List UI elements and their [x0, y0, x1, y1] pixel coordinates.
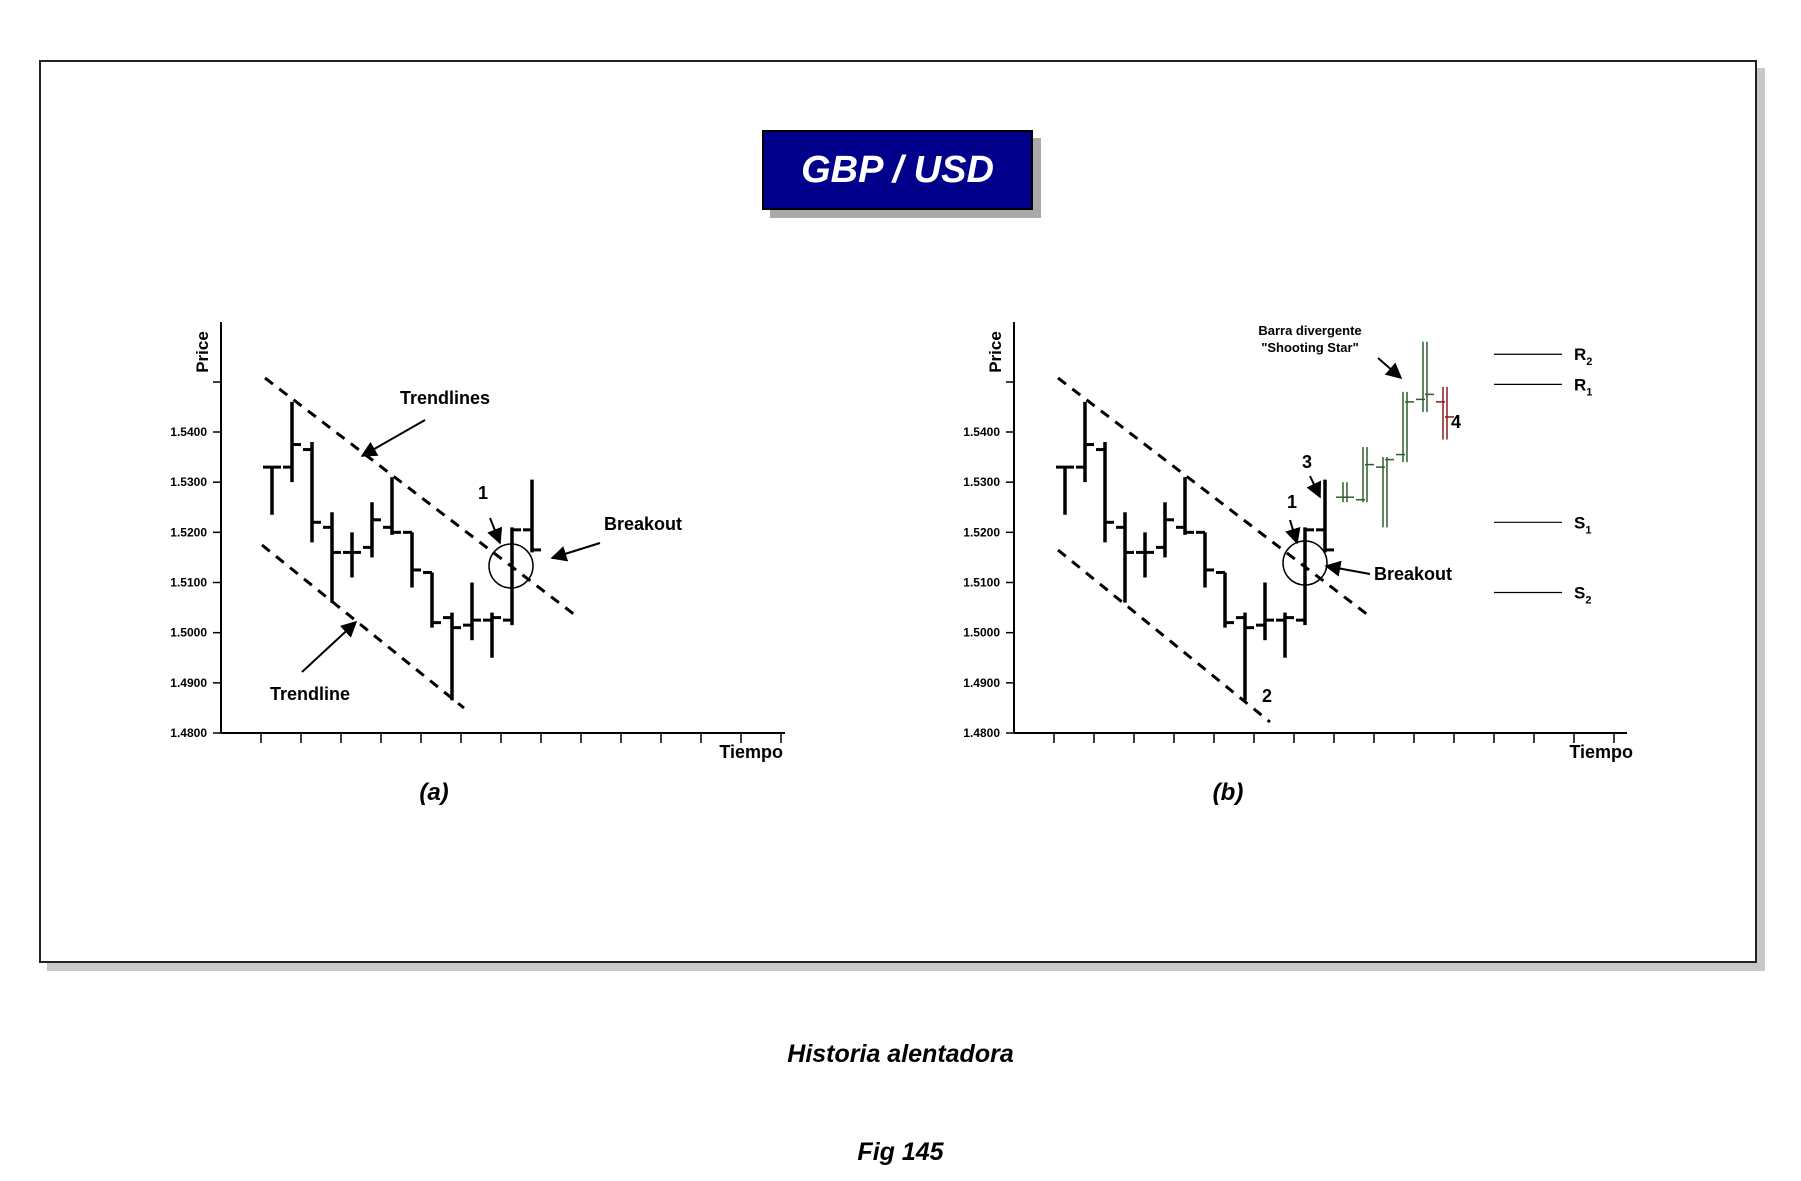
ohlc-bar — [303, 442, 321, 543]
y-tick-label: 1.5400 — [963, 425, 1000, 439]
ohlc-bar — [323, 512, 341, 603]
y-tick-label: 1.5400 — [170, 425, 207, 439]
y-axis-label: Price — [193, 331, 212, 373]
trendline — [1057, 376, 1369, 617]
ohlc-bar — [423, 570, 441, 628]
level-subscript: 1 — [1585, 524, 1591, 536]
annotation-shooting-star-name: "Shooting Star" — [1261, 340, 1359, 355]
ohlc-bar — [1436, 386, 1454, 440]
trendline — [1057, 548, 1271, 724]
annotation-arrow — [1324, 560, 1371, 577]
ohlc-bar — [343, 532, 361, 578]
ohlc-bar — [1396, 391, 1414, 463]
ohlc-bar — [263, 465, 281, 515]
y-tick-label: 1.4900 — [170, 676, 207, 690]
figure-caption: Historia alentadora — [787, 1040, 1014, 1068]
ohlc-bar — [1136, 532, 1154, 578]
annotation-arrow — [1306, 475, 1322, 499]
ohlc-bar — [1216, 570, 1234, 628]
ohlc-bar — [1056, 465, 1074, 515]
annotation-breakout: Breakout — [604, 514, 682, 534]
ohlc-bar — [1096, 442, 1114, 543]
level-label: S2 — [1574, 584, 1591, 607]
annotation-arrow — [301, 620, 358, 673]
level-label: R1 — [1574, 375, 1592, 398]
ohlc-bar — [1416, 341, 1434, 412]
annotation-arrow — [1285, 519, 1301, 545]
y-tick-label: 1.5000 — [170, 626, 207, 640]
ohlc-bar — [1336, 482, 1354, 503]
page-title: GBP / USD — [801, 148, 994, 191]
annotation-3: 3 — [1302, 452, 1312, 472]
y-axis-label: Price — [986, 331, 1005, 373]
trendline — [261, 543, 465, 710]
ohlc-bar — [483, 612, 501, 658]
trendline — [264, 376, 576, 617]
breakout-circle — [488, 543, 534, 589]
ohlc-bar — [1196, 530, 1214, 588]
y-tick-label: 1.4800 — [170, 726, 207, 740]
ohlc-bar — [1316, 479, 1334, 553]
panel-label: (b) — [1213, 779, 1244, 806]
ohlc-bar — [1116, 512, 1134, 603]
annotation-arrow — [487, 517, 503, 545]
y-tick-label: 1.5000 — [963, 626, 1000, 640]
level-subscript: 2 — [1586, 356, 1592, 368]
ohlc-bar — [1076, 401, 1094, 483]
annotation-1: 1 — [478, 483, 488, 503]
chart-panel-a: 1.5400 1.5300 1.5200 1.5100 1.5000 1.4900 1.48… — [170, 322, 785, 806]
ohlc-bar — [1276, 612, 1294, 658]
y-tick-label: 1.5100 — [963, 576, 1000, 590]
annotation-breakout: Breakout — [1374, 564, 1452, 584]
ohlc-bar — [1296, 527, 1314, 626]
annotation-arrow — [360, 419, 426, 457]
x-axis-label: Tiempo — [719, 742, 783, 762]
annotation-1: 1 — [1287, 492, 1297, 512]
y-tick-label: 1.4800 — [963, 726, 1000, 740]
ohlc-bar — [1376, 457, 1394, 528]
annotation-trendlines: Trendlines — [400, 388, 490, 408]
ohlc-bar — [1156, 502, 1174, 558]
ohlc-bar — [503, 527, 521, 626]
level-subscript: 1 — [1586, 386, 1592, 398]
y-tick-label: 1.5300 — [170, 475, 207, 489]
x-axis-label: Tiempo — [1569, 742, 1633, 762]
ohlc-bar — [1236, 612, 1254, 701]
annotation-4: 4 — [1451, 412, 1461, 432]
level-label: R2 — [1574, 345, 1592, 368]
annotation-shooting-star: Barra divergente — [1258, 323, 1361, 338]
ohlc-bar — [283, 401, 301, 483]
ohlc-bar — [1176, 477, 1194, 535]
level-letter: S — [1574, 584, 1585, 603]
level-label: S1 — [1574, 513, 1591, 536]
annotation-2: 2 — [1262, 686, 1272, 706]
y-tick-label: 1.5200 — [963, 525, 1000, 539]
y-tick-label: 1.5300 — [963, 475, 1000, 489]
level-letter: R — [1574, 345, 1586, 364]
ohlc-bar — [523, 479, 541, 553]
annotation-trendline: Trendline — [270, 684, 350, 704]
ohlc-bar — [363, 502, 381, 558]
panel-label: (a) — [419, 779, 448, 806]
annotation-arrow — [1377, 357, 1403, 380]
y-tick-label: 1.4900 — [963, 676, 1000, 690]
ohlc-bar — [1356, 447, 1374, 503]
ohlc-bar — [1256, 582, 1274, 641]
level-subscript: 2 — [1585, 595, 1591, 607]
ohlc-bar — [463, 582, 481, 641]
level-letter: R — [1574, 375, 1586, 394]
ohlc-bar — [403, 530, 421, 588]
y-tick-label: 1.5200 — [170, 525, 207, 539]
y-tick-label: 1.5100 — [170, 576, 207, 590]
title-box: GBP / USD — [762, 130, 1033, 210]
ohlc-bar — [443, 612, 461, 701]
ohlc-bar — [383, 477, 401, 535]
level-letter: S — [1574, 513, 1585, 532]
annotation-arrow — [550, 542, 601, 562]
chart-panel-b: 1.5400 1.5300 1.5200 1.5100 1.5000 1.4900 1.48… — [963, 322, 1633, 806]
figure-number: Fig 145 — [857, 1138, 944, 1166]
